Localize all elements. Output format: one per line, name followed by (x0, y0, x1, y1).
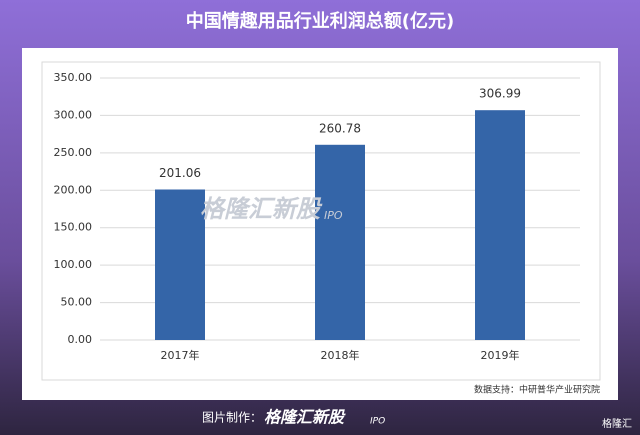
y-tick-label: 0.00 (68, 333, 93, 346)
y-tick-label: 100.00 (54, 258, 93, 271)
y-tick-label: 350.00 (54, 71, 93, 84)
watermark-brand: 格隆汇新股 (200, 195, 323, 223)
value-label: 260.78 (319, 121, 361, 135)
source: 数据支持：中研普华产业研究院 (474, 384, 600, 396)
chart-title: 中国情趣用品行业利润总额(亿元) (186, 10, 454, 32)
x-tick-label: 2018年 (321, 348, 360, 362)
x-tick-label: 2019年 (481, 348, 520, 362)
bar (315, 144, 365, 340)
value-label: 201.06 (159, 166, 201, 180)
footer-brand: 格隆汇新股 (264, 408, 346, 427)
y-tick-label: 50.00 (61, 296, 93, 309)
bar (155, 189, 205, 340)
x-tick-label: 2017年 (161, 348, 200, 362)
bar (475, 110, 525, 340)
logo: 格隆汇 (602, 417, 632, 430)
y-tick-label: 200.00 (54, 183, 93, 196)
y-tick-label: 250.00 (54, 146, 93, 159)
plot: 0.00 50.00 100.00 150.00 200.00 250.00 300.00 3… (54, 71, 580, 362)
footer-label: 图片制作： (202, 411, 262, 425)
y-tick-label: 300.00 (54, 108, 93, 121)
y-tick-label: 150.00 (54, 221, 93, 234)
plot-frame (41, 61, 601, 381)
value-label: 306.99 (479, 87, 521, 101)
footer-suffix: IPO (370, 417, 385, 427)
watermark-suffix: IPO (324, 209, 343, 222)
